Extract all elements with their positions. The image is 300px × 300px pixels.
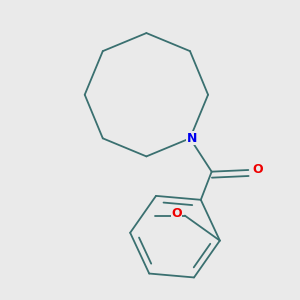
Text: O: O <box>252 164 263 176</box>
Text: N: N <box>187 132 197 145</box>
Text: O: O <box>171 207 182 220</box>
